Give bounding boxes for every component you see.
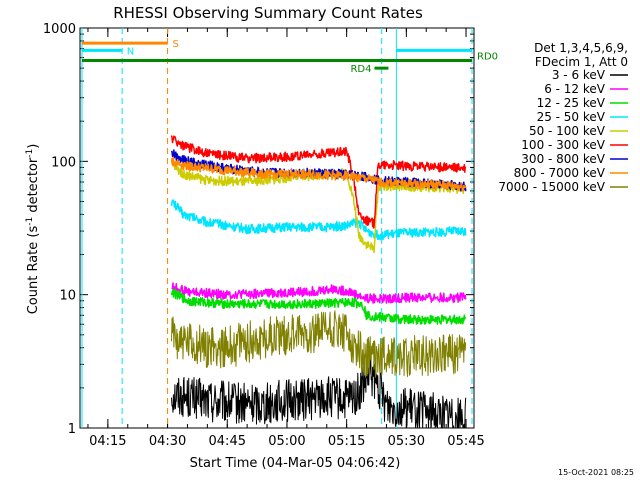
series-line — [170, 135, 467, 229]
x-axis-label: Start Time (04-Mar-05 04:06:42) — [190, 456, 401, 471]
y-axis-label-part2: detector — [26, 157, 41, 217]
chart-title: RHESSI Observing Summary Count Rates — [113, 4, 423, 22]
x-tick-label: 04:30 — [149, 434, 186, 449]
plot-frame — [79, 27, 475, 429]
status-bar-label: RD4 — [350, 64, 371, 75]
status-bar-label: RD0 — [477, 52, 498, 63]
legend-label: 100 - 300 keV — [521, 138, 605, 152]
series-line — [171, 282, 467, 304]
y-axis-label-sup2: -1 — [25, 149, 35, 158]
y-axis-label-sup1: -1 — [25, 217, 35, 226]
series-line — [170, 156, 467, 192]
legend-label: 6 - 12 keV — [544, 82, 606, 96]
x-tick-label: 05:30 — [388, 434, 425, 449]
footer-timestamp: 15-Oct-2021 08:25 — [558, 468, 634, 477]
y-axis-label-part1: Count Rate (s — [26, 226, 41, 315]
status-bar-label: S — [173, 39, 179, 50]
series-line — [171, 310, 467, 378]
legend-header-line2: FDecim 1, Att 0 — [535, 55, 628, 69]
y-axis-label-part3: ) — [26, 144, 41, 149]
x-tick-label: 04:15 — [89, 434, 126, 449]
y-tick-label: 1 — [68, 422, 76, 437]
legend-label: 300 - 800 keV — [521, 152, 605, 166]
x-tick-label: 05:00 — [268, 434, 305, 449]
series-line — [171, 354, 467, 429]
x-tick-label: 04:45 — [209, 434, 246, 449]
y-tick-label: 100 — [51, 155, 76, 170]
legend-label: 7000 - 15000 keV — [498, 180, 605, 194]
x-tick-label: 05:15 — [328, 434, 365, 449]
y-axis-label: Count Rate (s-1 detector-1) — [25, 144, 41, 315]
legend-label: 12 - 25 keV — [537, 96, 606, 110]
legend-header-line1: Det 1,3,4,5,6,9, — [534, 41, 628, 55]
series-line — [170, 288, 467, 325]
legend-label: 3 - 6 keV — [552, 68, 606, 82]
y-tick-label: 10 — [59, 289, 76, 304]
status-bar-label: N — [127, 46, 134, 57]
series-line — [170, 199, 467, 241]
legend-label: 25 - 50 keV — [537, 110, 606, 124]
legend-label: 800 - 7000 keV — [514, 166, 606, 180]
plot-area: 1 10 100 1000 04:15 04:30 04:45 05:00 05:15 05:30… — [43, 22, 498, 449]
y-tick-label: 1000 — [43, 22, 76, 37]
x-tick-label: 05:45 — [447, 434, 484, 449]
legend-label: 50 - 100 keV — [529, 124, 606, 138]
